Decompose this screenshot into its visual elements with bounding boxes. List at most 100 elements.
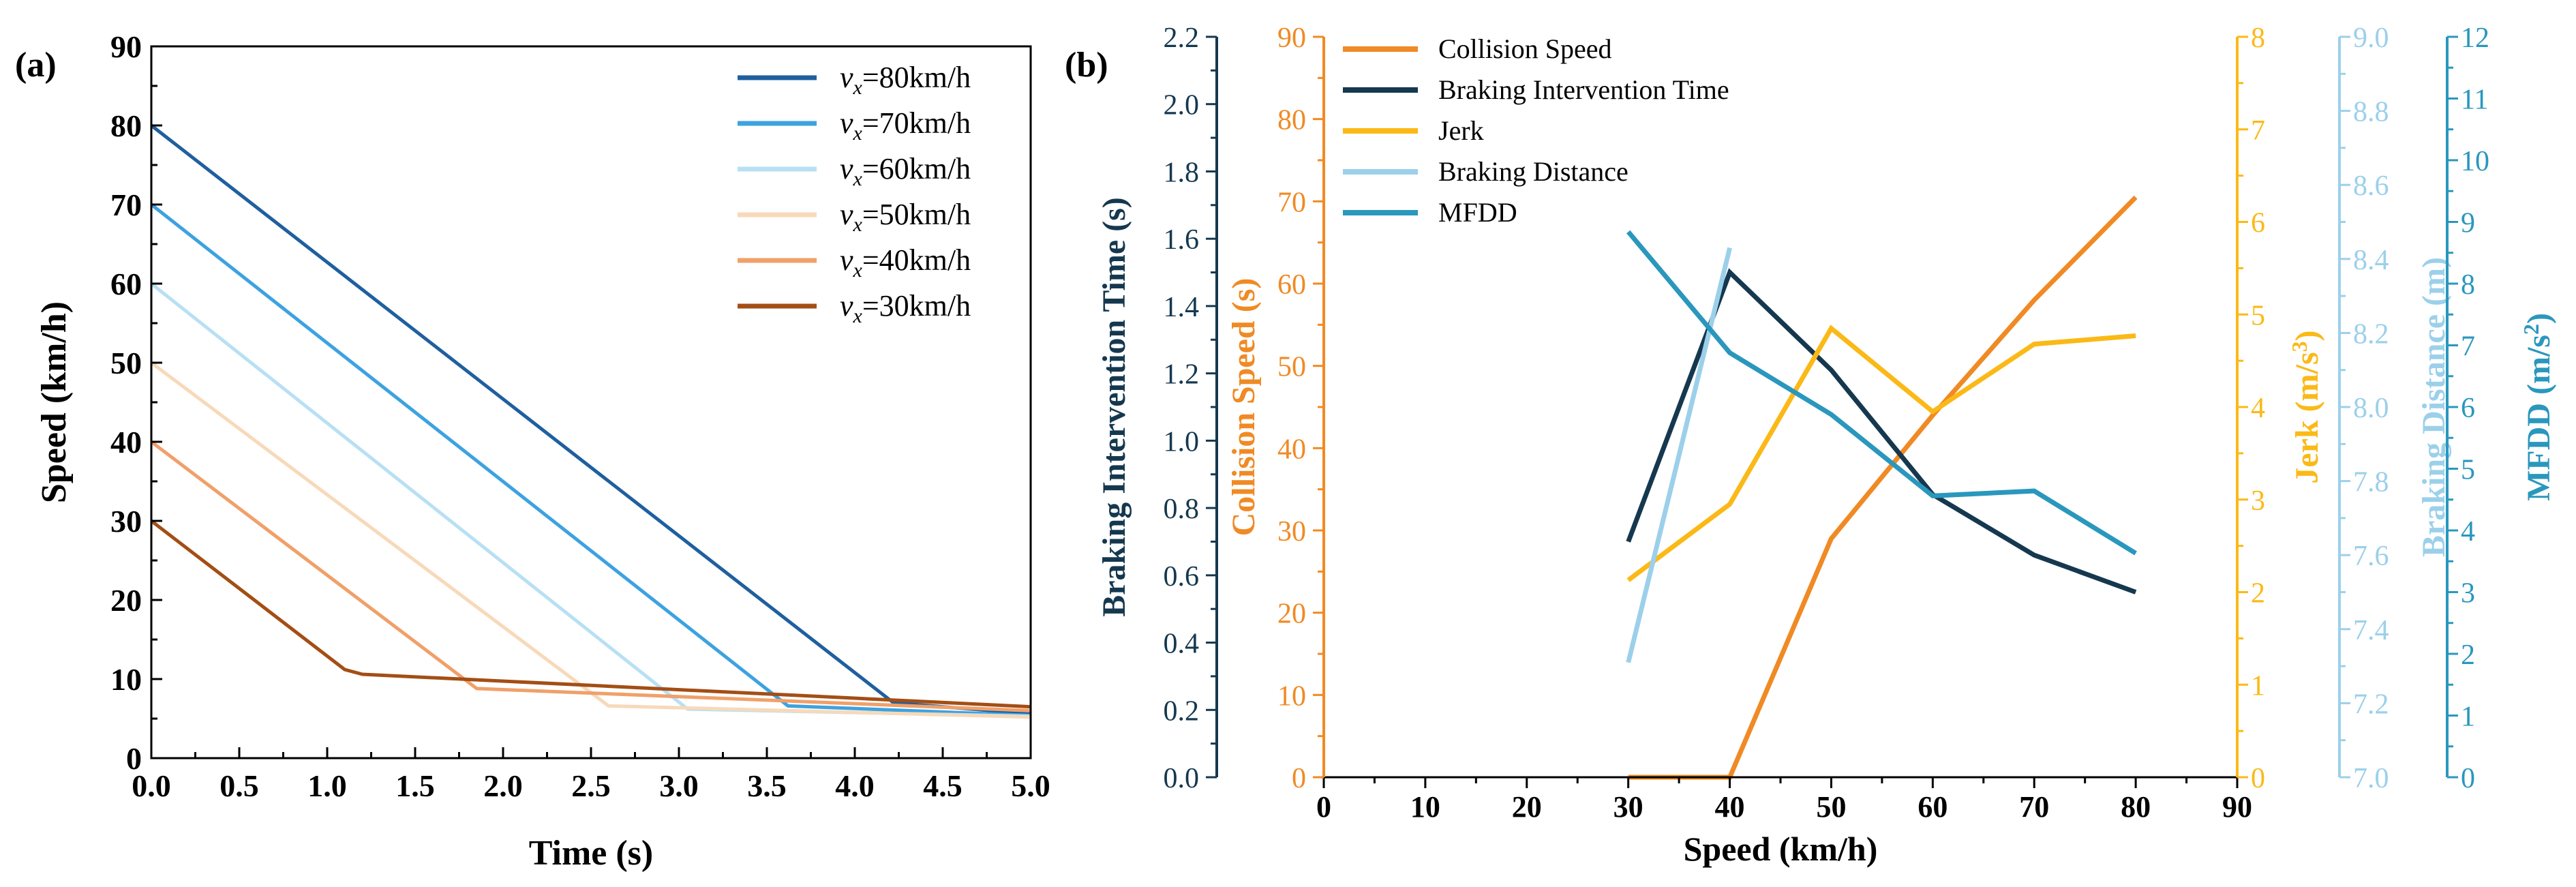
axis-tick-label-braking_time: 0.6	[1164, 561, 1200, 592]
legend-label-b-mfdd: MFDD	[1438, 197, 1517, 228]
axis-tick-label-jerk: 5	[2251, 300, 2265, 331]
axis-title-collision: Collision Speed (s)	[1226, 278, 1262, 537]
axis-tick-label-mfdd: 7	[2461, 331, 2475, 363]
axis-tick-label-braking_time: 1.4	[1164, 292, 1200, 323]
axis-tick-label-distance: 7.8	[2353, 467, 2389, 498]
axis-title-braking_time: Braking Intervention Time (s)	[1096, 197, 1132, 617]
axis-title-main: Jerk (m/s	[2289, 352, 2325, 483]
axis-tick-label-braking_time: 1.2	[1164, 359, 1200, 391]
legend-sub: x	[853, 168, 863, 190]
x-tick-label-a: 3.0	[659, 768, 699, 803]
x-tick-label-a: 5.0	[1011, 768, 1050, 803]
legend-label-b-braking-intervention-time: Braking Intervention Time	[1438, 74, 1729, 105]
x-tick-label-b: 10	[1410, 790, 1440, 824]
axis-tick-label-jerk: 7	[2251, 115, 2265, 147]
series-line-70km-h	[150, 203, 1031, 717]
axis-title-sup: 2	[2519, 324, 2543, 335]
legend-sub: x	[853, 76, 863, 99]
axis-title-end: )	[2521, 313, 2557, 324]
axis-tick-label-braking_time: 0.2	[1164, 695, 1200, 727]
axis-tick-label-collision: 10	[1277, 680, 1306, 712]
axis-tick-label-mfdd: 10	[2461, 146, 2489, 177]
axis-tick-label-mfdd: 9	[2461, 208, 2475, 239]
y-tick-label-a: 80	[110, 108, 142, 143]
y-tick-label-a: 10	[110, 662, 142, 697]
x-tick-label-b: 0	[1316, 790, 1331, 824]
axis-title-jerk: Jerk (m/s3)	[2287, 330, 2325, 483]
x-tick-label-b: 60	[1918, 790, 1948, 824]
axis-tick-label-braking_time: 1.6	[1164, 224, 1200, 256]
axis-tick-label-distance: 7.6	[2353, 541, 2389, 572]
series-line-60km-h	[150, 282, 1031, 718]
series-line-braking-distance	[1626, 247, 1732, 663]
axis-tick-label-braking_time: 0.4	[1164, 629, 1200, 660]
axis-tick-label-jerk: 8	[2251, 22, 2265, 54]
axis-tick-label-distance: 9.0	[2353, 22, 2389, 54]
legend-value: =80km/h	[862, 61, 971, 94]
axis-tick-label-mfdd: 8	[2461, 269, 2475, 301]
legend-var: v	[840, 106, 853, 140]
axis-tick-label-braking_time: 1.8	[1164, 157, 1200, 188]
legend-sub: x	[853, 213, 863, 236]
axis-tick-label-jerk: 2	[2251, 578, 2265, 610]
axis-tick-label-distance: 8.8	[2353, 97, 2389, 128]
x-tick-label-a: 2.0	[483, 768, 523, 803]
axis-tick-label-distance: 8.4	[2353, 245, 2389, 276]
legend-value: =40km/h	[862, 243, 971, 277]
legend-label-a-60km-h: vx=60km/h	[840, 152, 971, 190]
y-axis-title-a: Speed (km/h)	[35, 301, 74, 503]
axis-tick-label-jerk: 6	[2251, 208, 2265, 239]
x-tick-label-a: 4.5	[923, 768, 963, 803]
y-tick-label-a: 90	[110, 29, 142, 64]
axis-tick-label-distance: 7.4	[2353, 615, 2389, 646]
axis-tick-label-mfdd: 1	[2461, 702, 2475, 733]
legend-value: =60km/h	[862, 152, 971, 185]
axis-tick-label-mfdd: 5	[2461, 455, 2475, 486]
axis-tick-label-collision: 60	[1277, 269, 1306, 301]
legend-var: v	[840, 198, 853, 231]
axis-tick-label-mfdd: 11	[2461, 85, 2488, 116]
y-tick-label-a: 60	[110, 267, 142, 301]
axis-tick-label-braking_time: 0.8	[1164, 494, 1200, 525]
x-tick-label-b: 70	[2019, 790, 2049, 824]
axis-tick-label-jerk: 3	[2251, 485, 2265, 517]
axis-tick-label-collision: 50	[1277, 352, 1306, 383]
y-tick-label-a: 20	[110, 583, 142, 618]
series-line-50km-h	[150, 361, 1031, 719]
legend-var: v	[840, 152, 853, 185]
axis-tick-label-mfdd: 0	[2461, 763, 2475, 794]
y-tick-label-a: 0	[126, 741, 142, 776]
axis-tick-label-mfdd: 12	[2461, 22, 2489, 54]
x-axis-title-a: Time (s)	[529, 834, 653, 873]
y-tick-label-a: 30	[110, 504, 142, 539]
x-tick-label-a: 0.0	[132, 768, 171, 803]
legend-label-a-70km-h: vx=70km/h	[840, 106, 971, 145]
legend-label-a-30km-h: vx=30km/h	[840, 289, 971, 327]
axis-tick-label-jerk: 0	[2251, 763, 2265, 794]
legend-var: v	[840, 289, 853, 322]
axis-tick-label-braking_time: 1.0	[1164, 426, 1200, 457]
axis-tick-label-collision: 20	[1277, 599, 1306, 630]
chart-a: 0.0 0.5 1.0 1.5 2.0 2.5 3.0 3.5 4.0 4.5 5.0 0 10 20 30…	[35, 29, 1050, 873]
y-tick-label-a: 50	[110, 346, 142, 380]
x-tick-label-a: 4.0	[835, 768, 875, 803]
x-tick-label-a: 1.0	[307, 768, 347, 803]
x-tick-label-b: 40	[1715, 790, 1745, 824]
axis-tick-label-mfdd: 3	[2461, 578, 2475, 610]
axis-tick-label-mfdd: 4	[2461, 516, 2475, 547]
axis-tick-label-collision: 30	[1277, 516, 1306, 547]
axis-tick-label-distance: 8.0	[2353, 393, 2389, 424]
axis-tick-label-distance: 7.2	[2353, 689, 2389, 720]
x-tick-label-b: 20	[1512, 790, 1542, 824]
legend-sub: x	[853, 305, 863, 327]
legend-sub: x	[853, 259, 863, 282]
axis-tick-label-collision: 70	[1277, 187, 1306, 218]
legend-label-a-40km-h: vx=40km/h	[840, 243, 971, 282]
axis-tick-label-collision: 0	[1292, 763, 1306, 794]
legend-value: =50km/h	[862, 198, 971, 231]
series-line-mfdd	[1626, 230, 2137, 556]
legend-label-a-80km-h: vx=80km/h	[840, 61, 971, 99]
axis-tick-label-collision: 90	[1277, 22, 1306, 54]
